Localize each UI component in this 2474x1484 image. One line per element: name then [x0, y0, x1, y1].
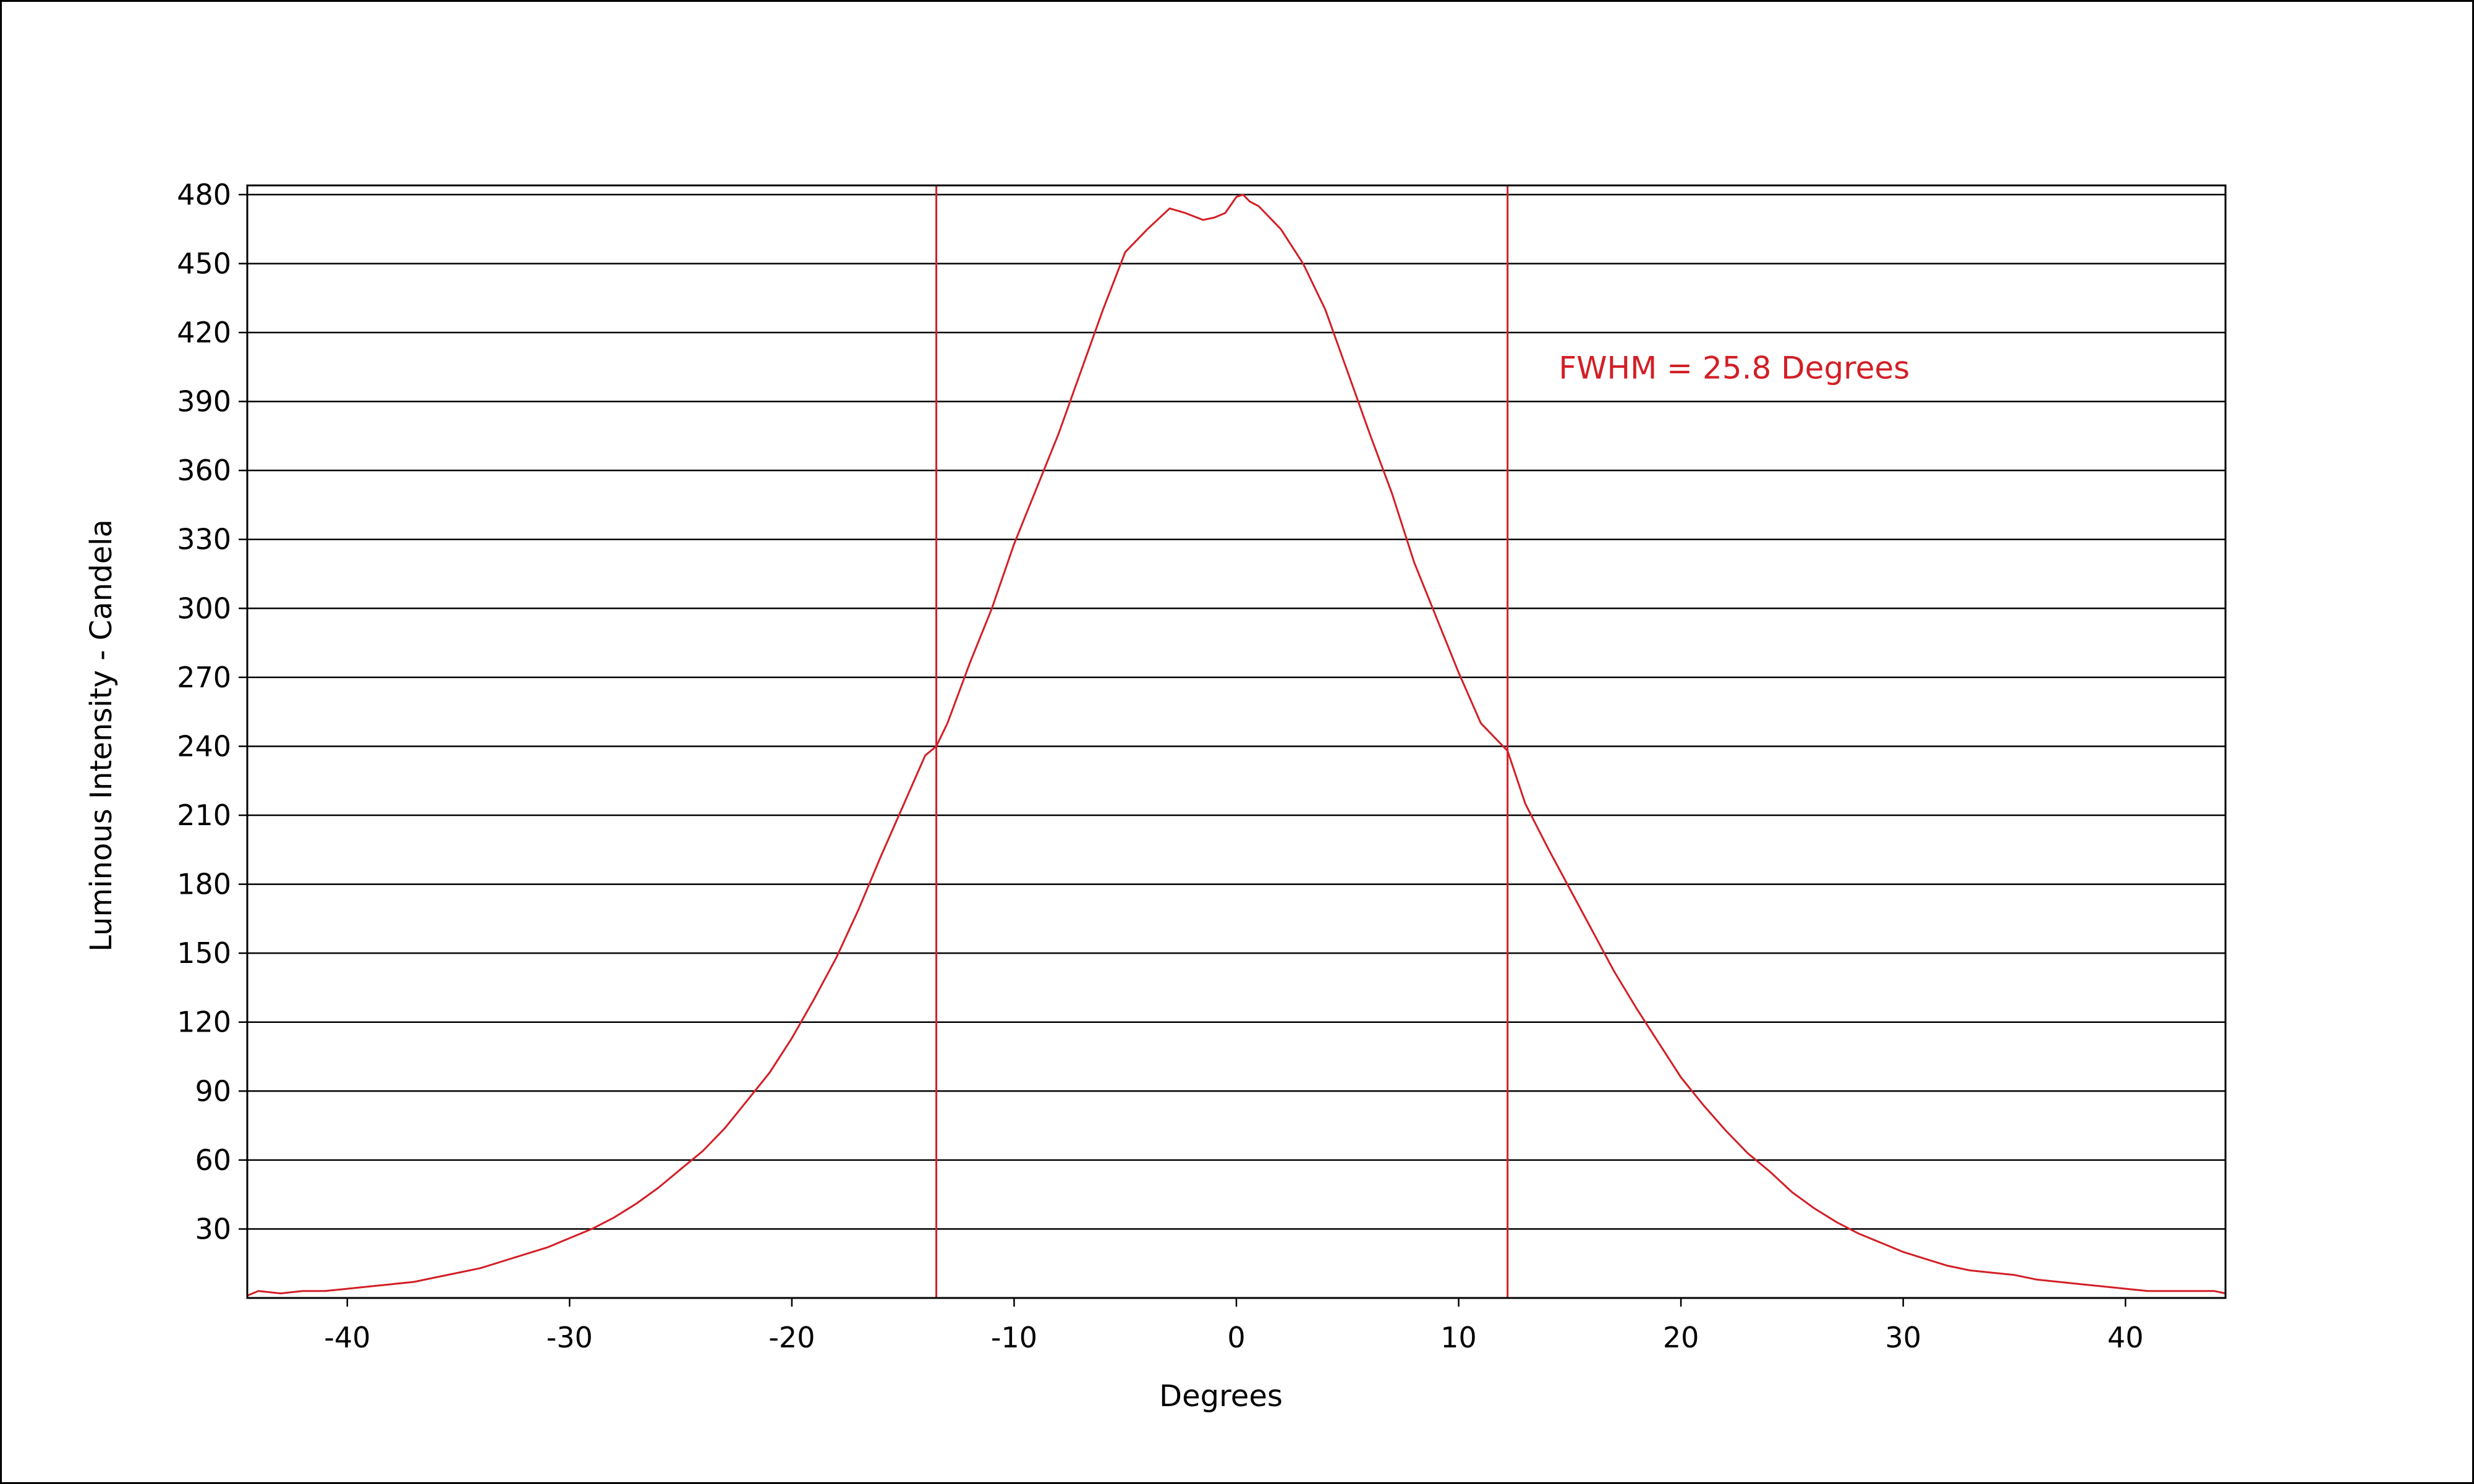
y-tick-label: 300 [177, 591, 231, 625]
y-tick-label: 120 [177, 1006, 231, 1039]
y-tick-label: 210 [177, 799, 231, 832]
y-tick-label: 450 [177, 247, 231, 280]
y-axis-title: Luminous Intensity - Candela [84, 519, 119, 952]
y-tick-label: 90 [195, 1074, 231, 1108]
x-tick-label: -40 [324, 1321, 370, 1354]
x-tick-label: -10 [991, 1321, 1037, 1354]
x-tick-label: -20 [768, 1321, 815, 1354]
y-axis-ticks: 30 60 90 120 150 180 210 240 270 300 330 360 390 420 4… [177, 178, 247, 1245]
series-layer [247, 193, 2226, 1297]
fwhm-annotation: FWHM = 25.8 Degrees [1558, 350, 1910, 386]
x-tick-label: 10 [1440, 1321, 1477, 1354]
x-axis-ticks: -40 -30 -20 -10 0 10 20 30 40 [324, 1298, 2143, 1354]
x-tick-label: 40 [2107, 1321, 2144, 1354]
x-tick-label: -30 [546, 1321, 593, 1354]
plot-area-border [246, 184, 2227, 1299]
y-tick-label: 30 [195, 1212, 231, 1245]
x-tick-label: 0 [1227, 1321, 1245, 1354]
intensity-curve [247, 193, 2226, 1297]
y-tick-label: 270 [177, 661, 231, 694]
fwhm-markers [935, 185, 1509, 1298]
y-tick-label: 180 [177, 868, 231, 901]
y-tick-label: 330 [177, 523, 231, 556]
y-tick-label: 150 [177, 936, 231, 970]
y-tick-label: 480 [177, 178, 231, 211]
x-tick-label: 20 [1663, 1321, 1699, 1354]
x-tick-label: 30 [1885, 1321, 1921, 1354]
y-tick-label: 360 [177, 454, 231, 487]
grid-lines [247, 193, 2225, 1230]
y-tick-label: 60 [195, 1143, 231, 1177]
y-tick-label: 390 [177, 385, 231, 418]
y-tick-label: 240 [177, 729, 231, 763]
y-tick-label: 420 [177, 316, 231, 349]
x-axis-title: Degrees [1159, 1379, 1283, 1414]
